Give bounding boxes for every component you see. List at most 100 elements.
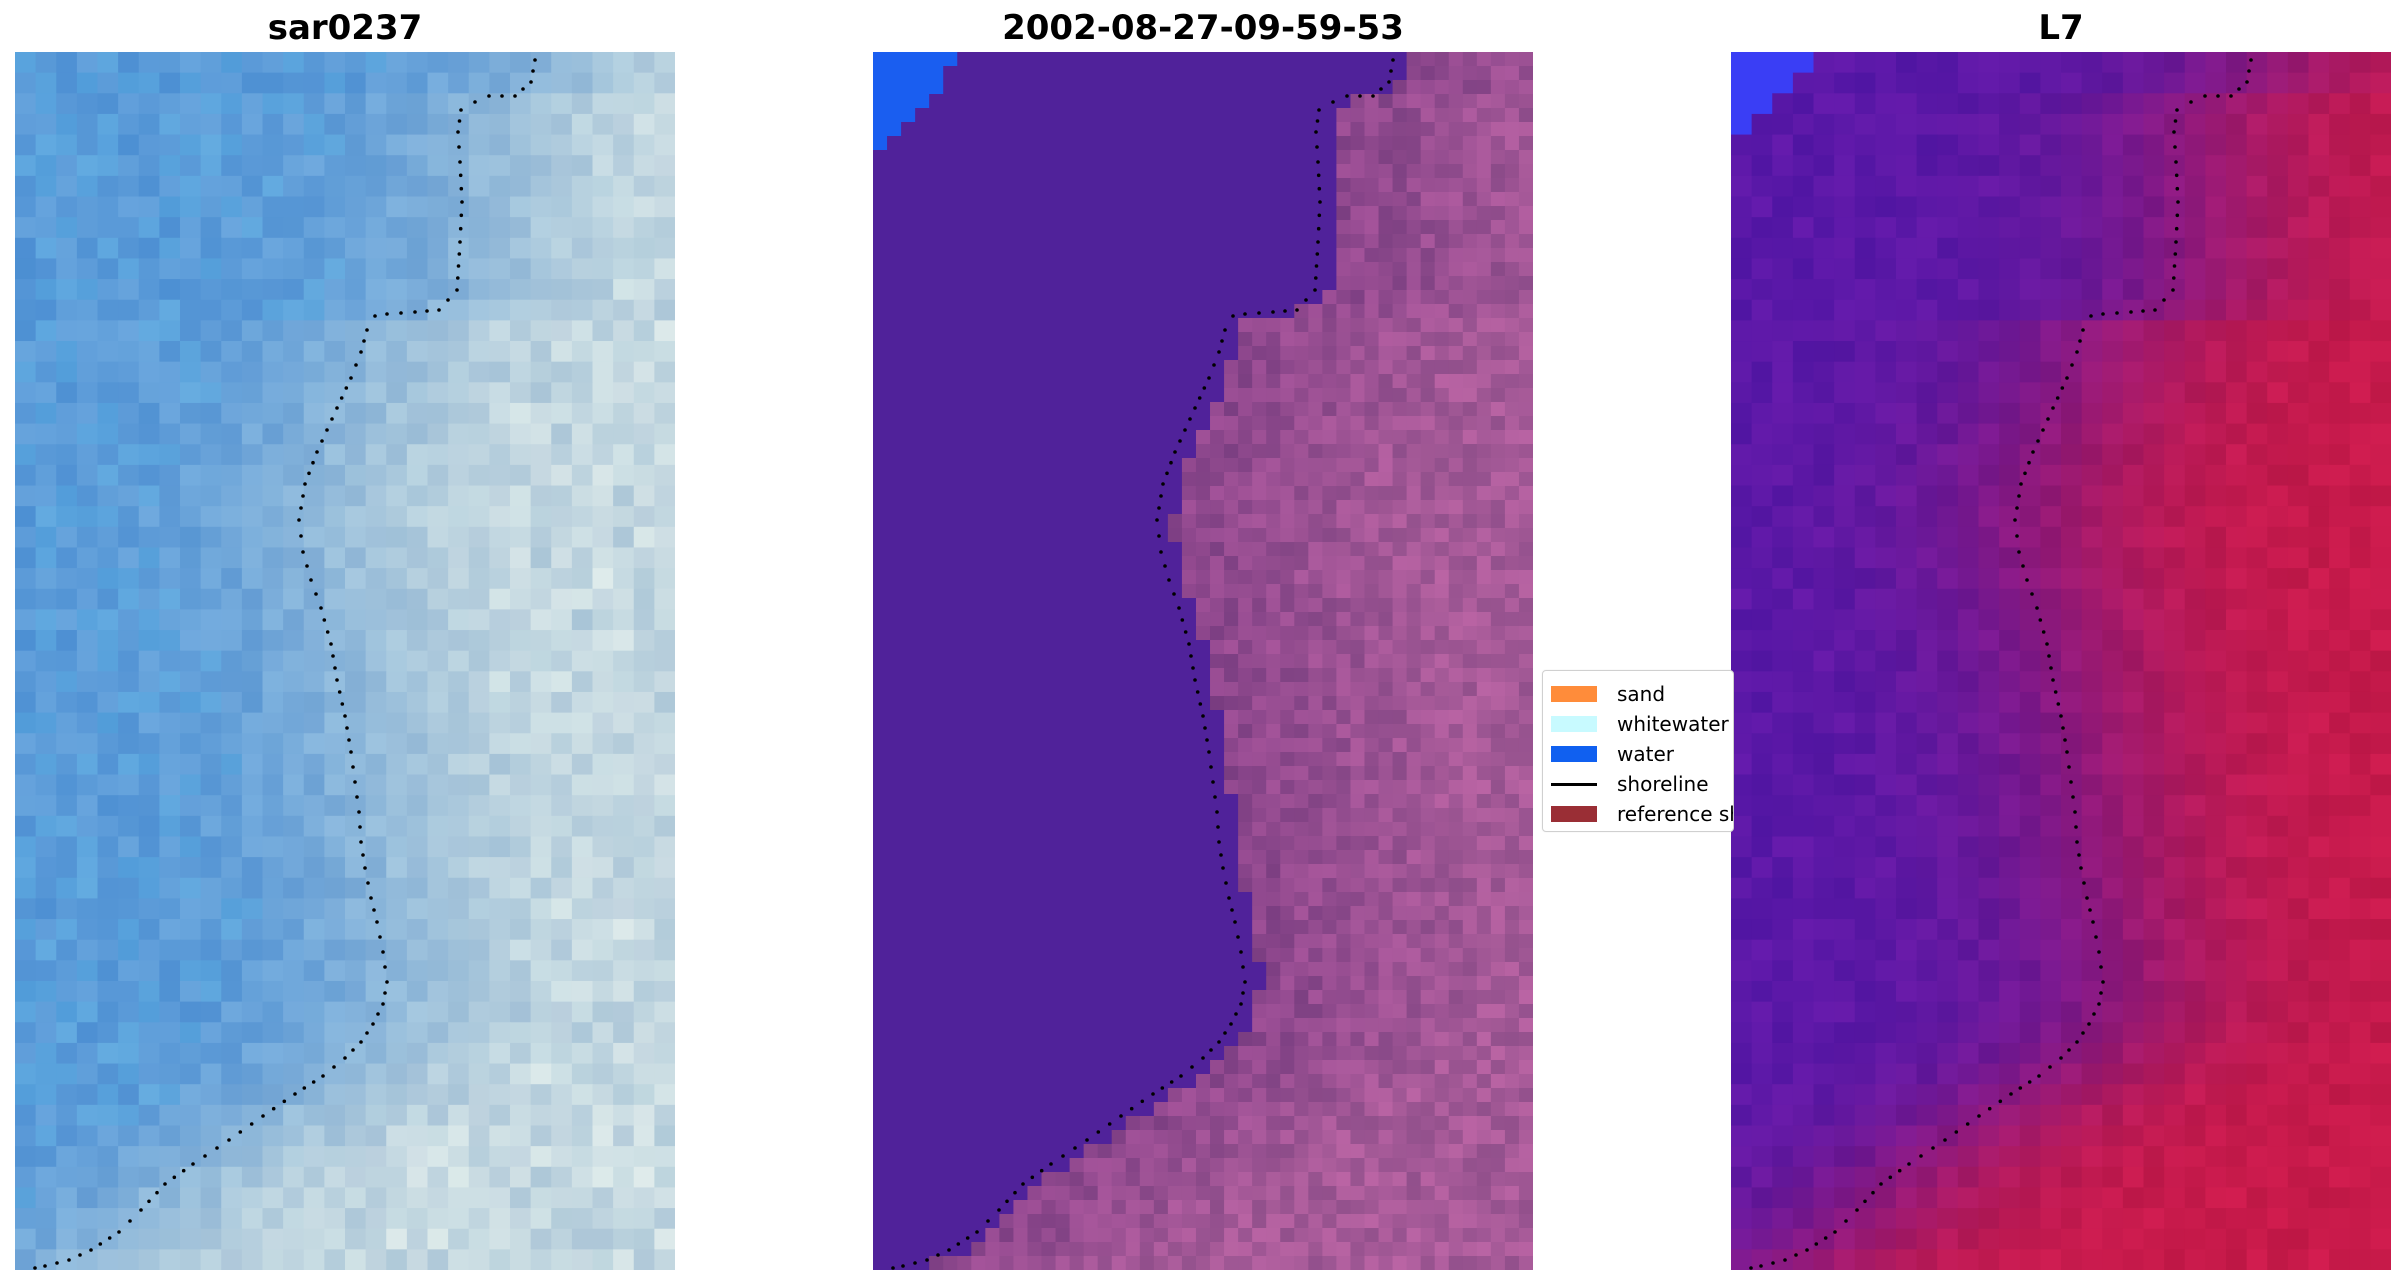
classified-pixel	[971, 108, 986, 123]
classified-pixel	[1210, 262, 1225, 277]
classified-pixel	[1336, 234, 1352, 249]
shoreline-point	[351, 1048, 355, 1052]
classified-pixel	[915, 220, 930, 235]
classified-pixel	[1308, 458, 1323, 473]
classified-pixel	[1378, 850, 1394, 865]
rgb-pixel	[200, 382, 222, 404]
classified-pixel	[915, 332, 930, 347]
classified-pixel	[1210, 94, 1225, 109]
rgb-pixel	[35, 1042, 57, 1065]
classified-pixel	[1153, 892, 1169, 907]
classified-pixel	[1181, 892, 1197, 907]
classified-pixel	[901, 626, 916, 641]
classified-pixel	[1083, 514, 1099, 529]
classified-pixel	[999, 780, 1015, 795]
classified-pixel	[915, 710, 930, 725]
classified-pixel	[1336, 416, 1352, 431]
rgb-pixel	[138, 402, 160, 425]
classified-pixel	[887, 80, 902, 95]
rgb-pixel	[262, 402, 284, 425]
rgb-pixel	[118, 1249, 140, 1270]
rgb-pixel	[386, 320, 408, 342]
rgb-pixel	[56, 774, 78, 796]
rgb-pixel	[200, 1146, 222, 1168]
classified-pixel	[1322, 262, 1337, 277]
classified-pixel	[1490, 836, 1506, 851]
shoreline-point	[339, 396, 344, 400]
classified-pixel	[1195, 906, 1211, 921]
classified-pixel	[999, 654, 1015, 669]
rgb-pixel	[262, 526, 284, 549]
rgb-pixel	[76, 299, 99, 321]
classified-pixel	[1518, 66, 1533, 81]
classified-pixel	[873, 192, 888, 207]
classified-pixel	[1210, 276, 1225, 291]
classified-pixel	[1238, 668, 1253, 683]
classified-pixel	[1153, 472, 1169, 487]
classified-pixel	[887, 430, 902, 445]
rgb-pixel	[468, 113, 490, 136]
rgb-pixel	[221, 898, 243, 920]
classified-pixel	[1448, 710, 1464, 725]
classified-pixel	[1364, 808, 1380, 823]
classified-pixel	[1434, 696, 1450, 711]
classified-pixel	[1280, 892, 1295, 907]
classified-pixel	[1434, 850, 1450, 865]
rgb-pixel	[510, 423, 532, 445]
classified-pixel	[1125, 850, 1141, 865]
rgb-pixel	[15, 320, 37, 342]
classified-pixel	[1322, 724, 1337, 739]
rgb-pixel	[551, 382, 573, 404]
classified-pixel	[1125, 318, 1141, 333]
rgb-pixel	[654, 547, 675, 569]
classified-pixel	[1490, 472, 1506, 487]
classified-pixel	[1041, 430, 1057, 445]
classified-pixel	[1013, 108, 1029, 123]
rgb-pixel	[633, 919, 655, 941]
classified-pixel	[1083, 528, 1099, 543]
classified-pixel	[1294, 178, 1309, 193]
classified-pixel	[957, 570, 972, 585]
rgb-pixel	[118, 320, 140, 342]
classified-pixel	[1308, 52, 1323, 67]
classified-pixel	[1181, 724, 1197, 739]
classified-pixel	[901, 864, 916, 879]
classified-pixel	[1378, 808, 1394, 823]
classified-pixel	[1462, 864, 1478, 879]
classified-pixel	[1364, 248, 1380, 263]
classified-pixel	[873, 542, 888, 557]
shoreline-point	[238, 1130, 243, 1134]
rgb-pixel	[97, 774, 119, 796]
classified-pixel	[1097, 304, 1113, 319]
classified-pixel	[1252, 80, 1267, 95]
classified-pixel	[1195, 808, 1211, 823]
classified-pixel	[1153, 514, 1169, 529]
rgb-pixel	[468, 320, 490, 342]
classified-pixel	[1336, 822, 1352, 837]
rgb-pixel	[324, 1166, 346, 1189]
rgb-pixel	[200, 774, 222, 796]
classified-pixel	[1378, 360, 1394, 375]
classified-pixel	[1252, 696, 1267, 711]
classified-pixel	[1420, 206, 1436, 221]
rgb-pixel	[56, 712, 78, 734]
rgb-pixel	[138, 279, 160, 301]
classified-pixel	[1266, 220, 1281, 235]
classified-pixel	[985, 248, 1000, 263]
rgb-pixel	[241, 1187, 264, 1209]
classified-pixel	[1280, 864, 1295, 879]
classified-pixel	[1350, 752, 1366, 767]
rgb-pixel	[551, 877, 573, 899]
classified-pixel	[1069, 696, 1085, 711]
classified-pixel	[1266, 556, 1281, 571]
rgb-pixel	[76, 877, 99, 899]
classified-pixel	[1490, 108, 1506, 123]
classified-pixel	[1490, 598, 1506, 613]
rgb-pixel	[571, 1001, 594, 1023]
classified-pixel	[873, 220, 888, 235]
rgb-pixel	[365, 175, 387, 198]
rgb-pixel	[241, 217, 264, 239]
classified-pixel	[957, 402, 972, 417]
rgb-pixel	[56, 753, 78, 776]
classified-pixel	[1448, 52, 1464, 67]
